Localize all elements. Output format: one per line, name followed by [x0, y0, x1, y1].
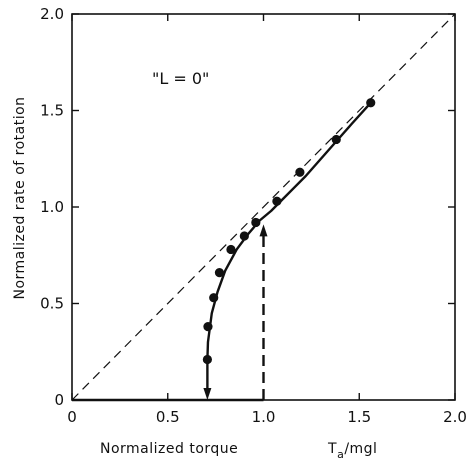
data-point-1 [203, 322, 213, 332]
data-point-10 [366, 98, 376, 108]
y-tick-label-1: 0.5 [40, 295, 64, 313]
data-point-3 [214, 268, 225, 278]
series-line-1 [206, 101, 372, 361]
y-tick-label-2: 1.0 [40, 198, 64, 216]
data-point-8 [295, 167, 305, 177]
x-tick-label-3: 1.5 [347, 408, 371, 426]
x-tick-label-2: 1.0 [252, 408, 276, 426]
x-axis-math-symbol: T [327, 441, 337, 457]
arrow-head-1 [259, 224, 268, 237]
x-tick-label-1: 0.5 [156, 408, 180, 426]
y-tick-label-3: 1.5 [40, 102, 64, 120]
data-point-9 [331, 134, 341, 145]
x-axis-math: Ta/mgl [327, 441, 377, 461]
data-point-6 [251, 217, 261, 228]
arrow-head-0 [203, 388, 212, 400]
axis-ticks: 0 0.5 1.0 1.5 2.0 0 0.5 1.0 1.5 2.0 [40, 5, 467, 426]
data-point-2 [209, 293, 219, 303]
y-tick-label-4: 2.0 [40, 5, 64, 23]
series-line-0 [71, 13, 456, 401]
annotation-label: "L = 0" [152, 69, 209, 88]
x-tick-label-0: 0 [67, 408, 77, 426]
data-point-0 [202, 354, 212, 365]
x-axis-label: Normalized torque [100, 441, 238, 457]
data-point-5 [239, 231, 249, 241]
chart-marks [71, 13, 456, 402]
x-axis-math-subscript: a [337, 448, 344, 461]
data-point-4 [226, 244, 236, 255]
x-axis-math-suffix: /mgl [344, 441, 377, 457]
data-point-7 [272, 196, 282, 206]
y-tick-label-0: 0 [54, 391, 64, 409]
x-tick-label-4: 2.0 [443, 408, 467, 426]
y-axis-label: Normalized rate of rotation [12, 96, 28, 299]
